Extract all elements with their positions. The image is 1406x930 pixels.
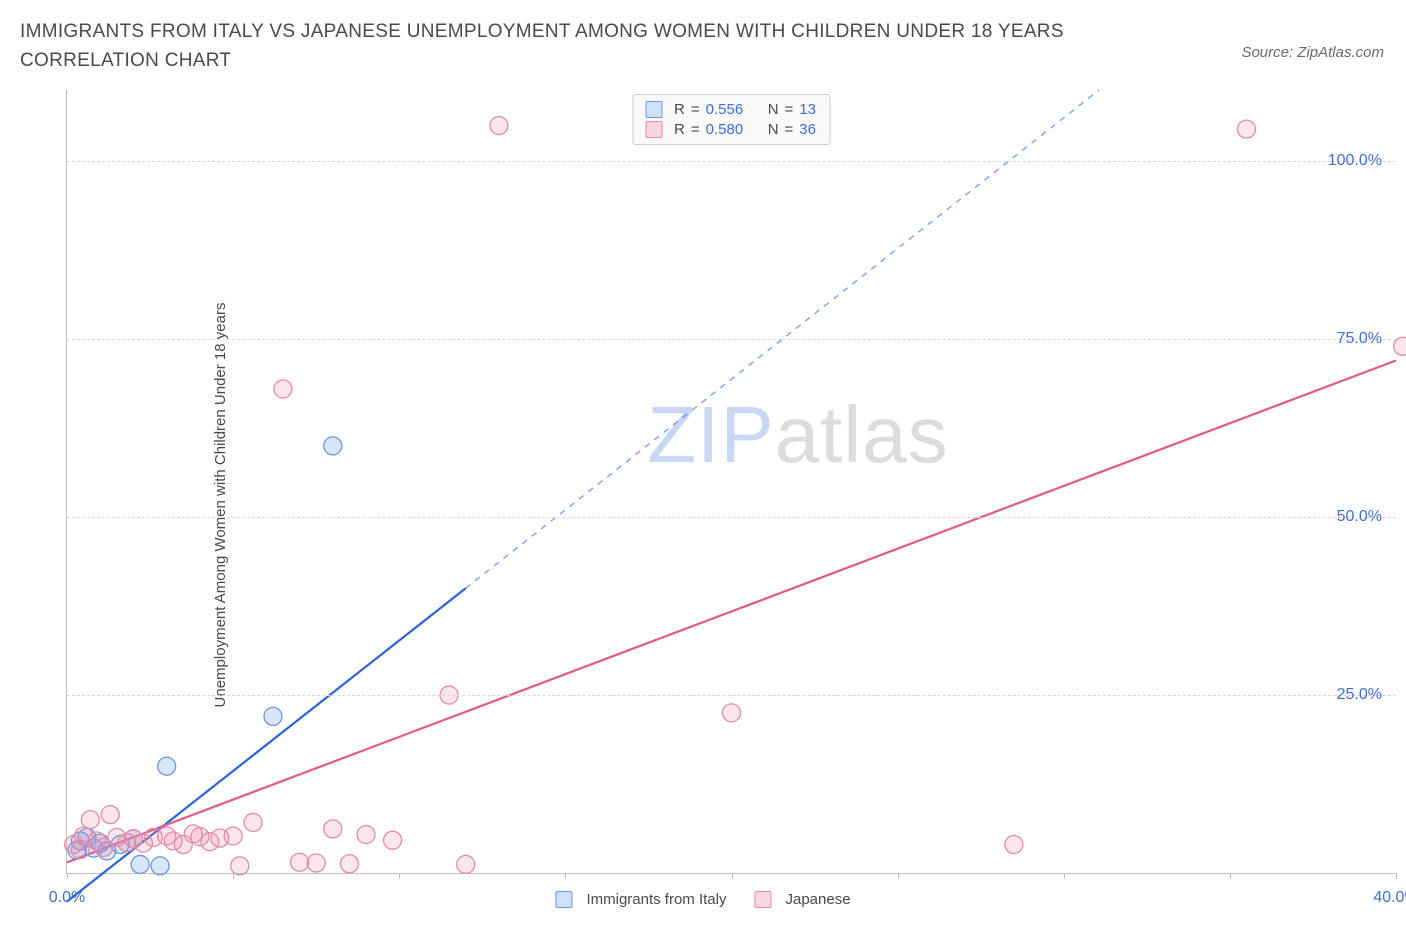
r-value-italy: 0.556 [706, 101, 744, 118]
y-tick-label: 25.0% [1337, 686, 1382, 704]
chart-source: Source: ZipAtlas.com [1241, 44, 1384, 61]
series-legend: Immigrants from Italy Japanese [555, 891, 850, 908]
stats-row-italy: R = 0.556 N = 13 [645, 101, 816, 118]
y-tick-label: 50.0% [1337, 508, 1382, 526]
eq-sign: = [785, 101, 794, 118]
chart-container: Unemployment Among Women with Children U… [10, 90, 1396, 920]
eq-sign: = [785, 121, 794, 138]
x-tick-label: 0.0% [49, 889, 85, 907]
r-label: R [674, 101, 685, 118]
swatch-japanese [754, 891, 771, 908]
n-label: N [768, 101, 779, 118]
chart-svg [67, 90, 1396, 873]
n-value-italy: 13 [799, 101, 816, 118]
eq-sign: = [691, 121, 700, 138]
stats-row-japanese: R = 0.580 N = 36 [645, 121, 816, 138]
legend-item-japanese: Japanese [754, 891, 850, 908]
legend-label-italy: Immigrants from Italy [586, 891, 726, 908]
legend-item-italy: Immigrants from Italy [555, 891, 726, 908]
plot-area: R = 0.556 N = 13 R = 0.580 N = 36 ZIPatl… [66, 90, 1396, 874]
y-tick-label: 100.0% [1328, 152, 1382, 170]
n-value-japanese: 36 [799, 121, 816, 138]
eq-sign: = [691, 101, 700, 118]
swatch-italy [555, 891, 572, 908]
n-label: N [768, 121, 779, 138]
r-value-japanese: 0.580 [706, 121, 744, 138]
legend-label-japanese: Japanese [785, 891, 850, 908]
r-label: R [674, 121, 685, 138]
y-tick-label: 75.0% [1337, 330, 1382, 348]
x-tick-label: 40.0% [1373, 889, 1406, 907]
swatch-japanese [645, 121, 662, 138]
swatch-italy [645, 101, 662, 118]
stats-legend: R = 0.556 N = 13 R = 0.580 N = 36 [632, 94, 831, 145]
chart-title: IMMIGRANTS FROM ITALY VS JAPANESE UNEMPL… [20, 18, 1120, 75]
